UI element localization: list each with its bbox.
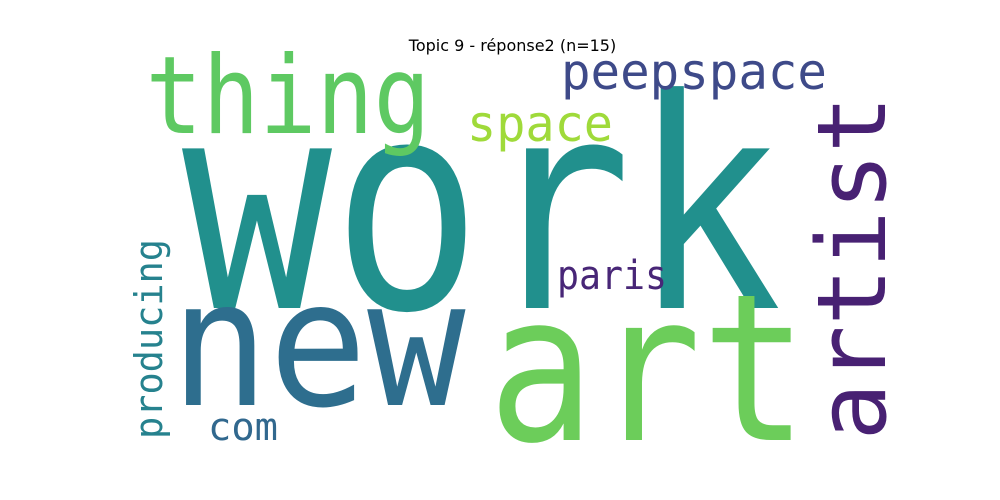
word-new: new [171,244,467,447]
word-peepspace: peepspace [561,43,827,101]
word-art: art [488,251,808,489]
figure-title: Topic 9 - réponse2 (n=15) [408,36,617,55]
word-producing: producing [127,239,171,439]
word-thing: thing [146,34,431,159]
word-space: space [467,95,613,153]
word-artist: artist [798,96,908,441]
word-paris: paris [557,253,667,299]
word-com: com [208,405,278,449]
word-work: work [182,37,782,377]
